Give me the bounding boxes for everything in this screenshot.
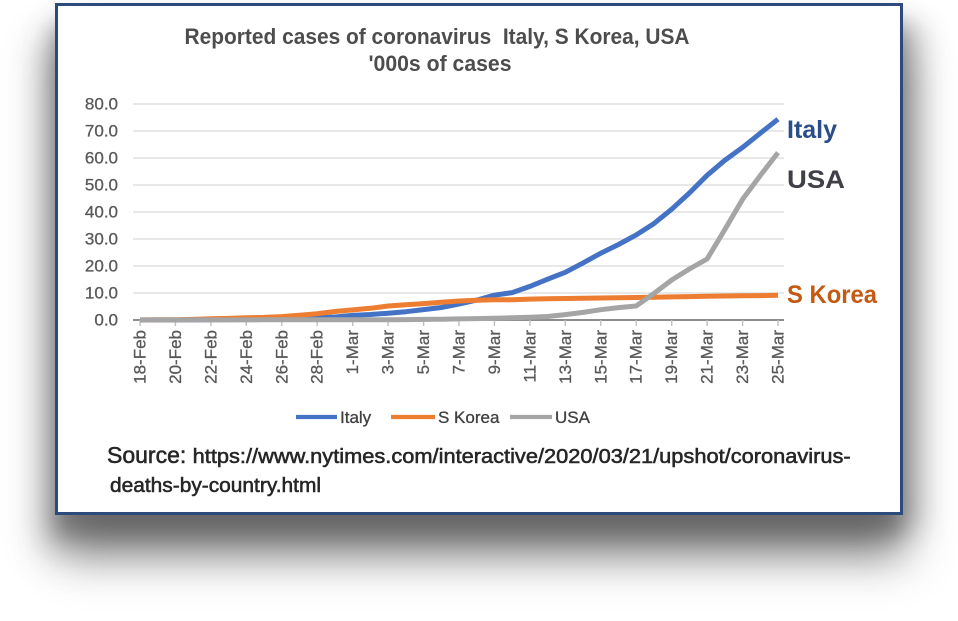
svg-text:20.0: 20.0 — [85, 257, 118, 276]
svg-text:70.0: 70.0 — [85, 122, 118, 141]
svg-text:50.0: 50.0 — [85, 176, 118, 195]
svg-text:18-Feb: 18-Feb — [131, 330, 150, 384]
svg-text:22-Feb: 22-Feb — [201, 330, 220, 384]
svg-text:1-Mar: 1-Mar — [343, 330, 362, 375]
svg-text:23-Mar: 23-Mar — [733, 330, 752, 384]
svg-text:9-Mar: 9-Mar — [485, 330, 504, 375]
svg-text:0.0: 0.0 — [94, 311, 118, 330]
svg-text:Reported cases of coronavirus: Reported cases of coronavirus Italy, S K… — [185, 24, 690, 49]
svg-text:24-Feb: 24-Feb — [237, 330, 256, 384]
svg-text:26-Feb: 26-Feb — [272, 330, 291, 384]
svg-text:Italy: Italy — [340, 408, 372, 427]
svg-text:19-Mar: 19-Mar — [662, 330, 681, 384]
svg-text:17-Mar: 17-Mar — [627, 330, 646, 384]
svg-text:deaths-by-country.html: deaths-by-country.html — [110, 475, 321, 497]
svg-text:21-Mar: 21-Mar — [698, 330, 717, 384]
svg-text:20-Feb: 20-Feb — [166, 330, 185, 384]
svg-text:'000s of cases: '000s of cases — [369, 51, 512, 76]
svg-text:11-Mar: 11-Mar — [520, 330, 539, 383]
svg-text:Source: https://www.nytimes.co: Source: https://www.nytimes.com/interact… — [107, 442, 851, 468]
svg-text:30.0: 30.0 — [85, 230, 118, 249]
svg-text:28-Feb: 28-Feb — [308, 330, 327, 384]
svg-text:15-Mar: 15-Mar — [591, 330, 610, 384]
svg-text:5-Mar: 5-Mar — [414, 330, 433, 375]
svg-text:USA: USA — [555, 408, 591, 427]
svg-text:USA: USA — [787, 166, 845, 194]
svg-text:60.0: 60.0 — [85, 149, 118, 168]
svg-text:40.0: 40.0 — [85, 203, 118, 222]
svg-text:10.0: 10.0 — [85, 284, 118, 303]
svg-text:7-Mar: 7-Mar — [450, 330, 469, 375]
svg-text:S Korea: S Korea — [438, 408, 500, 427]
svg-text:25-Mar: 25-Mar — [769, 330, 788, 384]
svg-text:Italy: Italy — [787, 116, 837, 144]
svg-text:3-Mar: 3-Mar — [379, 330, 398, 375]
svg-text:S Korea: S Korea — [787, 281, 878, 309]
svg-text:80.0: 80.0 — [85, 95, 118, 114]
svg-text:13-Mar: 13-Mar — [556, 330, 575, 384]
